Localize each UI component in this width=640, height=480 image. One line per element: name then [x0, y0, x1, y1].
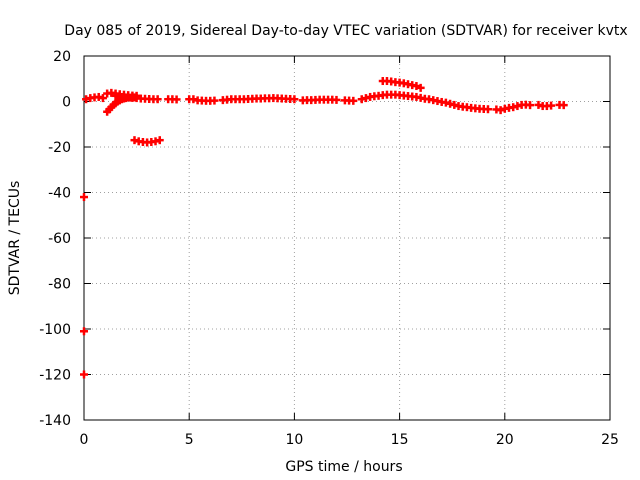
data-point	[349, 96, 358, 105]
y-tick-label: -80	[48, 277, 71, 293]
data-point	[416, 83, 425, 92]
y-tick-label: -140	[39, 413, 71, 429]
data-point	[526, 101, 535, 110]
y-tick-label: 20	[53, 49, 71, 65]
y-tick-label: -60	[48, 231, 71, 247]
x-tick-label: 20	[496, 432, 514, 448]
x-tick-label: 5	[185, 432, 194, 448]
y-tick-label: -120	[39, 368, 71, 384]
data-point	[80, 327, 88, 336]
x-axis-label: GPS time / hours	[285, 459, 402, 475]
data-point	[290, 95, 299, 104]
y-tick-label: -100	[39, 322, 71, 338]
data-point	[98, 94, 107, 103]
data-series	[80, 77, 568, 379]
data-point	[172, 95, 181, 104]
data-point	[412, 82, 421, 91]
x-tick-label: 0	[80, 432, 89, 448]
y-axis-label: SDTVAR / TECUs	[7, 181, 23, 296]
data-point	[210, 96, 219, 105]
x-tick-label: 25	[601, 432, 619, 448]
chart-title: Day 085 of 2019, Sidereal Day-to-day VTE…	[64, 23, 627, 39]
y-tick-label: -20	[48, 140, 71, 156]
data-point	[153, 95, 162, 104]
data-point	[559, 101, 568, 110]
x-tick-label: 15	[391, 432, 409, 448]
data-point	[80, 370, 88, 379]
x-tick-label: 10	[285, 432, 303, 448]
y-tick-label: 0	[62, 95, 71, 111]
data-point	[483, 105, 492, 114]
data-point	[80, 193, 88, 202]
grid-lines	[84, 56, 610, 420]
data-point	[496, 106, 505, 115]
y-tick-label: -40	[48, 186, 71, 202]
data-point	[547, 101, 556, 110]
data-point	[332, 95, 341, 104]
axis-ticks: 0 5 10 15 20 25 20 0 -20 -40 -60 -80 -100 -120 -140	[39, 49, 619, 448]
data-point	[155, 136, 164, 145]
